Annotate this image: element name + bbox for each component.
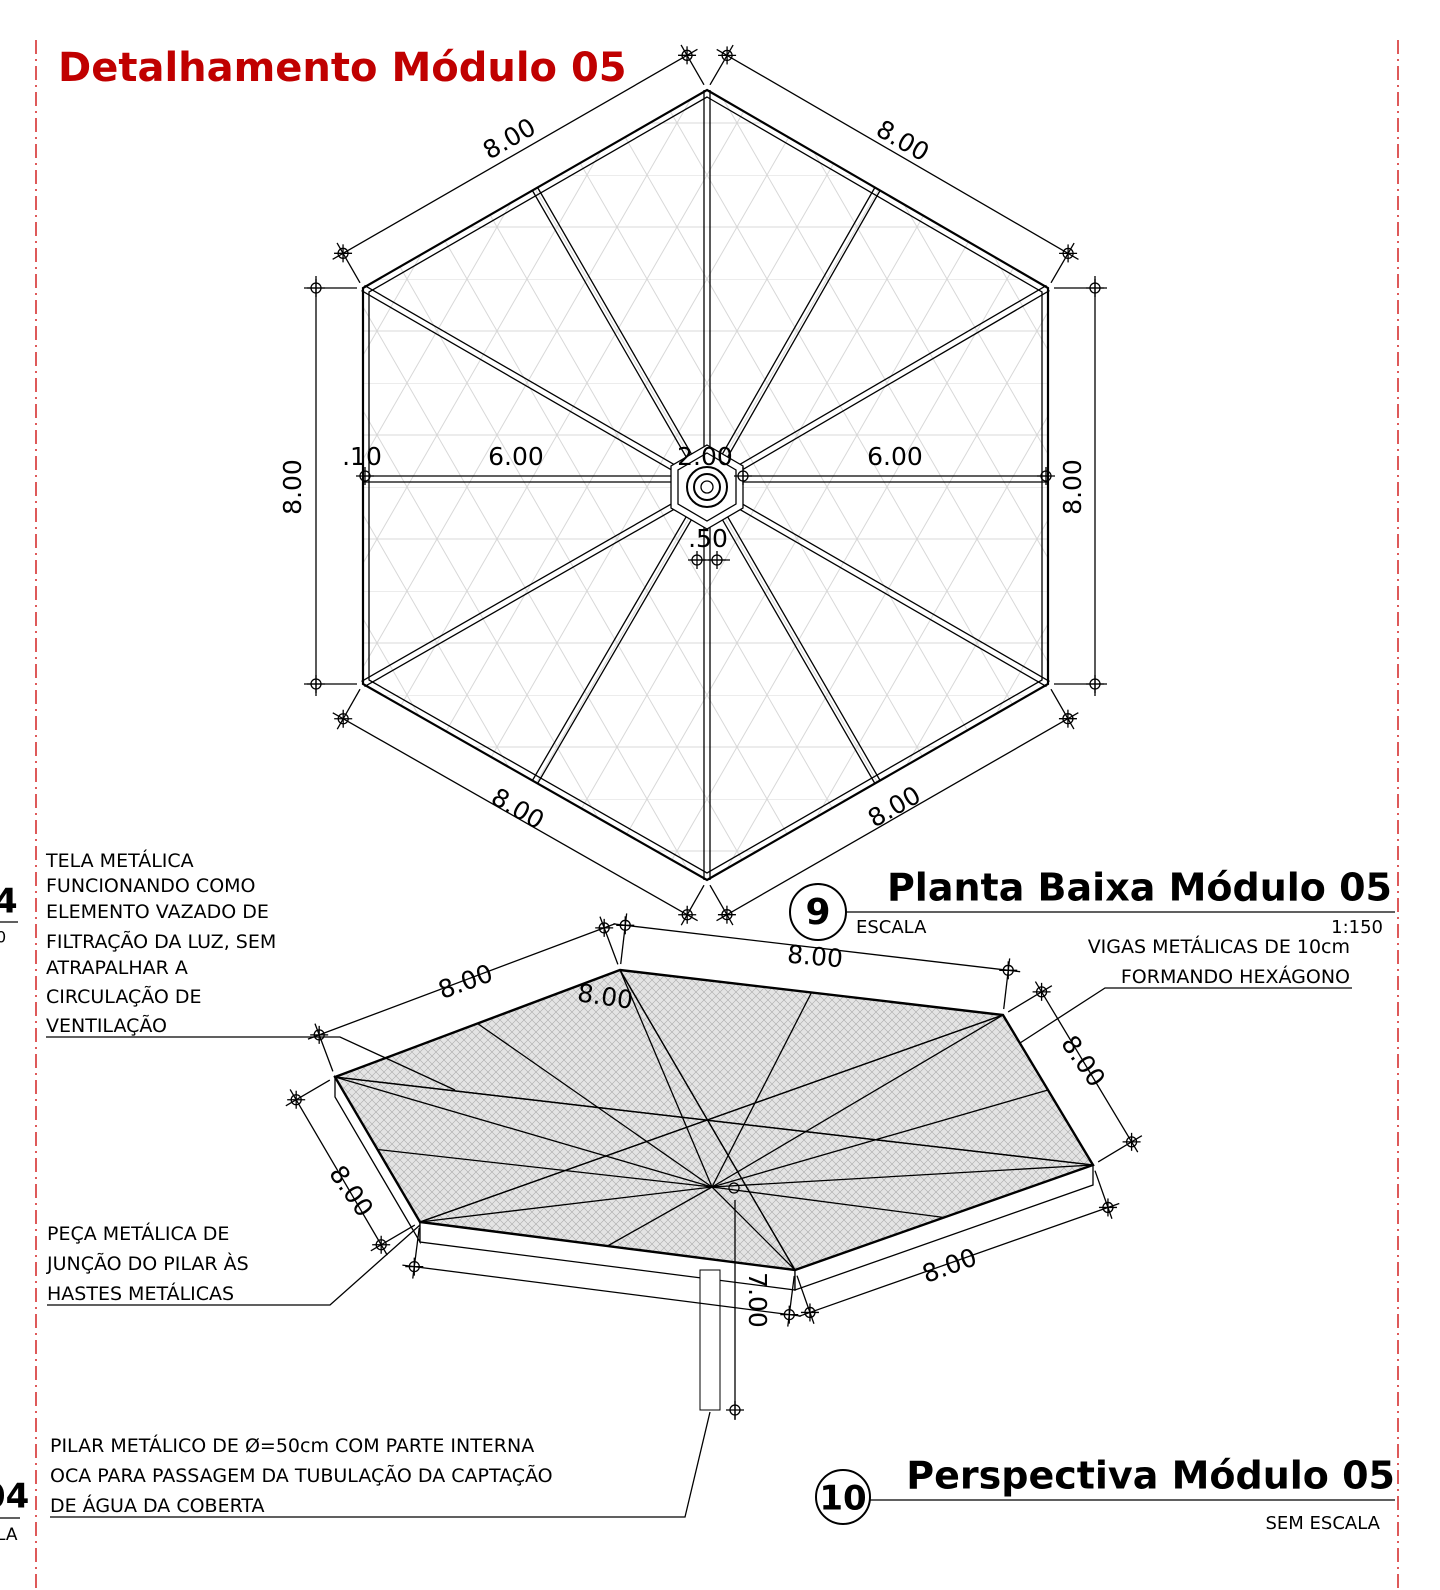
note-line: OCA PARA PASSAGEM DA TUBULAÇÃO DA CAPTAÇ… (50, 1464, 553, 1487)
note-line: DE ÁGUA DA COBERTA (50, 1494, 265, 1517)
dimension-label: 8.00 (918, 1242, 980, 1288)
dimension-label: 8.00 (434, 958, 496, 1004)
dimension-label: 8.00 (278, 459, 307, 515)
note-line: FILTRAÇÃO DA LUZ, SEM (46, 930, 276, 953)
dimension-label: 8.00 (871, 114, 934, 167)
dimension-label: 7.00 (743, 1272, 772, 1328)
scale: SEM ESCALA (1266, 1513, 1381, 1534)
scale: LA (0, 1525, 18, 1545)
plan-view: 8.00 8.00 8.00 8.00 8.00 8.00 .10 6.00 2… (278, 45, 1395, 940)
scale-label: ESCALA (856, 917, 927, 938)
dimension-label: .50 (688, 524, 728, 553)
drawing-sheet: Detalhamento Módulo 05 8.00 8.00 8.00 8.… (0, 0, 1440, 1590)
view-number: 10 (819, 1479, 866, 1519)
note-line: ATRAPALHAR A (46, 957, 188, 979)
view-heading: Planta Baixa Módulo 05 (887, 866, 1392, 910)
dimension-label: 6.00 (488, 442, 544, 471)
note-line: HASTES METÁLICAS (47, 1282, 234, 1305)
dimension-label: 8.00 (863, 780, 926, 833)
dimension-label: 8.00 (1058, 459, 1087, 515)
view-heading: Perspectiva Módulo 05 (906, 1454, 1395, 1498)
note-line: PILAR METÁLICO DE Ø=50cm COM PARTE INTER… (50, 1434, 534, 1457)
note-line: VIGAS METÁLICAS DE 10cm (1088, 935, 1350, 958)
note-line: VENTILAÇÃO (46, 1014, 167, 1037)
view-number: 4 (0, 882, 18, 922)
note-line: JUNÇÃO DO PILAR ÀS (46, 1252, 249, 1275)
note-line: PEÇA METÁLICA DE (47, 1222, 229, 1245)
view-number: 9 (805, 892, 830, 933)
note-line: FUNCIONANDO COMO (46, 875, 256, 897)
dimension-label: 2.00 (677, 442, 733, 471)
leader (1020, 988, 1352, 1043)
note-line: FORMANDO HEXÁGONO (1121, 965, 1350, 988)
title: Detalhamento Módulo 05 (58, 45, 627, 91)
note-line: CIRCULAÇÃO DE (46, 985, 202, 1008)
scale: 0 (0, 928, 6, 947)
note-line: ELEMENTO VAZADO DE (46, 901, 269, 923)
dimension-label: 6.00 (867, 442, 923, 471)
note-line: TELA METÁLICA (45, 849, 194, 872)
pillar (700, 1270, 720, 1410)
adjacent-sheet: 4 0 04 LA (0, 882, 29, 1546)
scale: 1:150 (1331, 917, 1383, 938)
dimension-label: 8.00 (323, 1160, 379, 1222)
dimension-label: .10 (342, 442, 382, 471)
dimension-label: 8.00 (486, 782, 549, 835)
view-number: 04 (0, 1477, 29, 1517)
